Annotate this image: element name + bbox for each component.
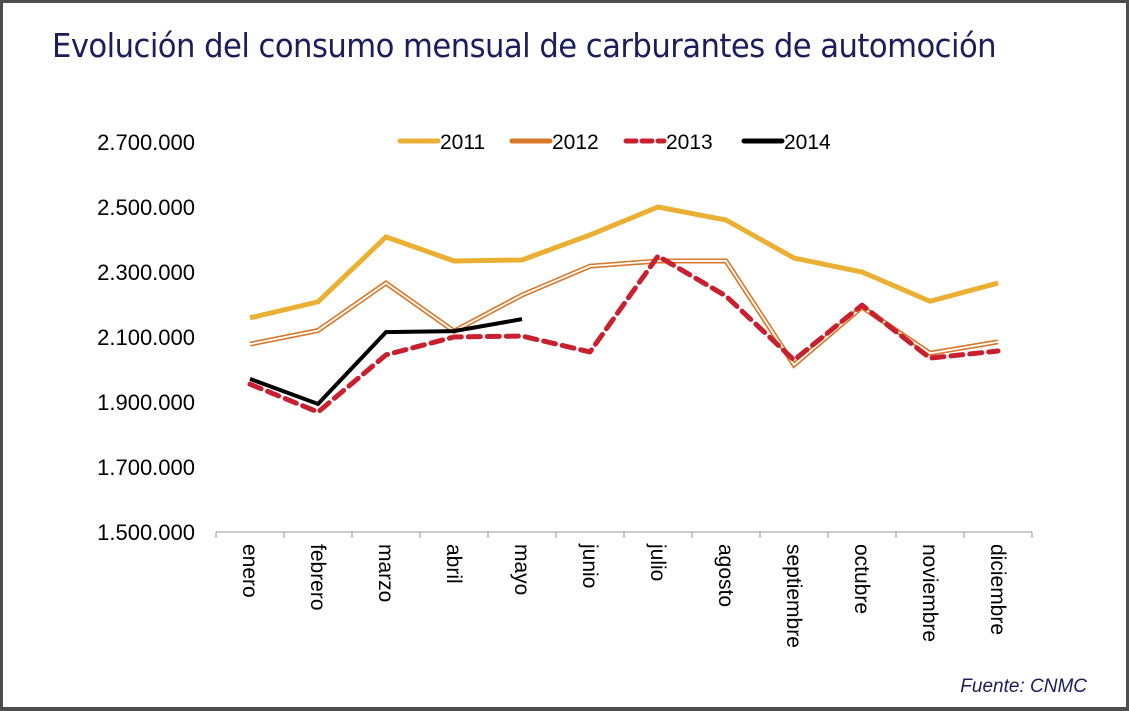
- legend-item-2014: 2014: [741, 131, 831, 154]
- legend-item-2012: 2012: [509, 131, 599, 154]
- x-axis: enero febrero marzo abril mayo junio julio agos…: [215, 531, 1033, 648]
- legend-label: 2012: [552, 131, 599, 154]
- series-2013: [247, 253, 1001, 415]
- series-2014: [249, 317, 523, 407]
- x-tick-label: diciembre: [986, 544, 1009, 635]
- legend-label: 2013: [666, 131, 713, 154]
- y-tick-label: 2.700.000: [97, 130, 195, 155]
- legend-label: 2014: [784, 131, 831, 154]
- legend: 2011 2012 2013 2014: [397, 131, 831, 154]
- y-tick-label: 1.700.000: [97, 455, 195, 480]
- x-tick-label: julio: [646, 543, 669, 581]
- y-axis: 1.500.000 1.700.000 1.900.000 2.100.000 2.30…: [97, 130, 195, 545]
- x-tick-label: noviembre: [918, 544, 941, 642]
- x-tick-label: agosto: [714, 544, 737, 607]
- legend-label: 2011: [440, 131, 485, 154]
- x-tick-label: marzo: [374, 544, 397, 602]
- series-line-inner-2012: [249, 260, 999, 367]
- x-tick-label: octubre: [850, 544, 873, 614]
- series-layer: [247, 204, 1001, 415]
- x-tick-label: septiembre: [782, 544, 805, 648]
- series-line-2013: [247, 253, 1001, 415]
- y-tick-label: 1.900.000: [97, 390, 195, 415]
- series-2011: [249, 204, 999, 321]
- series-line-2011: [249, 204, 999, 321]
- y-tick-label: 2.300.000: [97, 260, 195, 285]
- series-2012: [249, 258, 999, 369]
- y-tick-label: 2.500.000: [97, 195, 195, 220]
- x-tick-label: abril: [442, 544, 465, 584]
- y-tick-label: 2.100.000: [97, 325, 195, 350]
- series-line-2014: [249, 317, 523, 407]
- x-tick-label: junio: [578, 543, 601, 588]
- y-tick-label: 1.500.000: [97, 520, 195, 545]
- legend-item-2011: 2011: [397, 131, 485, 154]
- x-tick-label: febrero: [306, 544, 329, 611]
- x-tick-label: enero: [238, 544, 261, 598]
- source-note: Fuente: CNMC: [960, 676, 1087, 697]
- series-line-2012: [249, 258, 999, 369]
- chart-title: Evolución del consumo mensual de carbura…: [52, 26, 997, 65]
- legend-item-2013: 2013: [623, 131, 713, 154]
- x-tick-label: mayo: [510, 544, 533, 595]
